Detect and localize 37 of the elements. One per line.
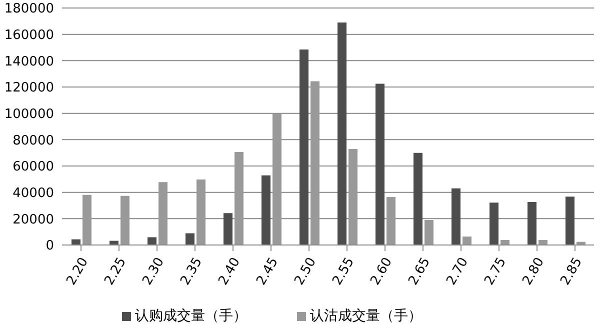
bar <box>148 237 156 245</box>
bar <box>348 149 358 245</box>
bar <box>82 194 92 245</box>
bar <box>196 180 206 245</box>
bar <box>490 202 498 245</box>
bar <box>538 240 548 245</box>
y-tick-label: 160000 <box>4 28 54 43</box>
bar <box>272 113 282 245</box>
bar <box>500 240 510 245</box>
y-tick-label: 0 <box>46 238 54 254</box>
bar <box>262 175 270 245</box>
bar <box>528 202 536 245</box>
y-tick-label: 120000 <box>4 80 54 96</box>
bar <box>158 182 168 245</box>
y-tick-label: 140000 <box>4 54 54 70</box>
bar <box>386 196 396 245</box>
bar <box>224 213 232 245</box>
y-tick-label: 20000 <box>12 212 54 228</box>
legend-label: 认购成交量（手） <box>135 308 247 324</box>
bar <box>424 220 434 245</box>
y-tick-label: 80000 <box>12 133 54 148</box>
bar <box>234 152 244 245</box>
bar <box>452 188 460 245</box>
y-tick-label: 180000 <box>4 2 54 17</box>
bar <box>566 196 574 245</box>
legend-label: 认沽成交量（手） <box>310 308 422 324</box>
bar <box>376 84 384 245</box>
bar <box>186 233 194 245</box>
y-tick-label: 100000 <box>4 106 54 122</box>
bar <box>462 236 472 245</box>
bar <box>338 22 346 245</box>
bar <box>414 152 422 245</box>
y-tick-label: 60000 <box>12 160 54 175</box>
bar <box>120 196 130 245</box>
y-tick-label: 40000 <box>12 186 54 201</box>
bar <box>310 81 320 245</box>
bar <box>300 49 308 245</box>
